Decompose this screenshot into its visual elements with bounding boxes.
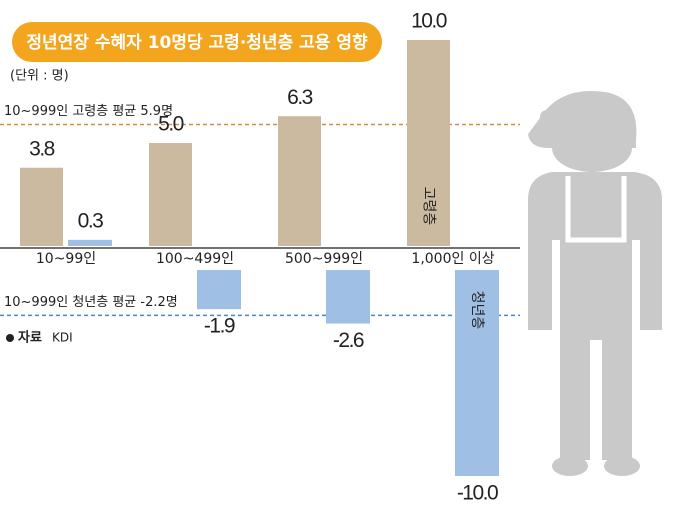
- source-bullet: [6, 334, 14, 342]
- series-label: 청년층: [469, 291, 485, 330]
- reference-label: 10~999인 고령층 평균 5.9명: [4, 104, 173, 119]
- x-tick-label: 1,000인 이상: [411, 251, 494, 267]
- bar: [278, 116, 321, 246]
- value-label: 5.0: [158, 113, 184, 136]
- value-label: -1.9: [204, 315, 235, 338]
- x-tick-label: 100~499인: [156, 251, 234, 267]
- person-illustration: [528, 91, 662, 476]
- source-label: 자료: [18, 331, 42, 346]
- value-label: 6.3: [287, 86, 313, 109]
- bar: [326, 270, 370, 324]
- value-label: 0.3: [78, 209, 104, 232]
- bar: [455, 270, 499, 476]
- source: KDI: [52, 331, 73, 345]
- x-tick-label: 10~99인: [36, 251, 96, 267]
- series-label: 고령층: [421, 187, 437, 226]
- value-label: 3.8: [29, 137, 55, 160]
- x-tick-label: 500~999인: [285, 251, 363, 267]
- reference-label: 10~999인 청년층 평균 -2.2명: [4, 295, 178, 310]
- bar: [20, 167, 63, 246]
- unit-label: (단위 : 명): [10, 69, 69, 84]
- bar: [68, 239, 112, 246]
- value-label: -10.0: [457, 482, 498, 505]
- value-label: 10.0: [411, 10, 447, 33]
- bar: [149, 143, 192, 246]
- chart-title: 정년연장 수혜자 10명당 고령·청년층 고용 영향: [26, 32, 368, 53]
- value-label: -2.6: [333, 329, 364, 352]
- title-badge: [12, 22, 382, 62]
- bar: [407, 40, 450, 246]
- bar: [197, 270, 241, 310]
